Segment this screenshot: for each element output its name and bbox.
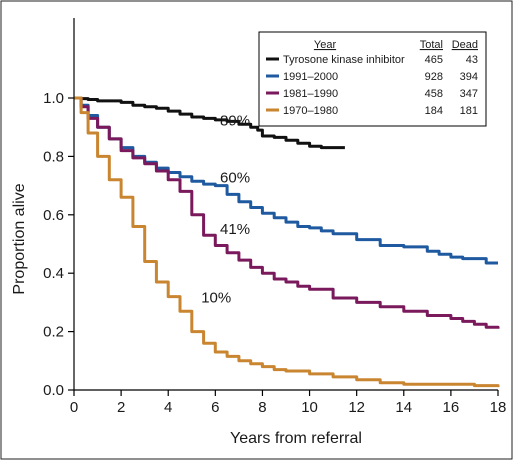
- x-tick-label: 16: [443, 399, 460, 416]
- x-tick-label: 2: [117, 399, 125, 416]
- legend-series-total: 928: [425, 71, 443, 83]
- survival-annotation-1: 60%: [220, 170, 250, 187]
- x-tick-label: 12: [348, 399, 365, 416]
- y-tick-label: 0.6: [43, 207, 64, 224]
- legend-box: [258, 31, 487, 127]
- legend-series-name: 1991–2000: [283, 71, 338, 83]
- legend-series-total: 184: [425, 105, 443, 117]
- x-tick-label: 18: [490, 399, 507, 416]
- legend-series-name: 1970–1980: [283, 105, 338, 117]
- x-tick-label: 4: [164, 399, 172, 416]
- annotation-layer: 89% 60% 41% 10%: [201, 113, 250, 307]
- legend-series-dead: 394: [460, 71, 478, 83]
- series-layer: [74, 96, 500, 388]
- y-axis-label: Proportion alive: [11, 183, 28, 294]
- series-line-2: [74, 96, 500, 329]
- legend: Year Total Dead Tyrosone kinase inhibito…: [258, 31, 487, 127]
- series-line-3: [74, 96, 500, 388]
- x-tick-label: 8: [258, 399, 266, 416]
- x-axis-label: Years from referral: [230, 430, 362, 447]
- legend-series-name: Tyrosone kinase inhibitor: [283, 54, 405, 66]
- legend-series-total: 458: [425, 88, 443, 100]
- y-tick-label: 0.4: [43, 265, 64, 282]
- series-line-1: [74, 96, 498, 265]
- legend-series-total: 465: [425, 54, 443, 66]
- x-tick-label: 0: [70, 399, 78, 416]
- legend-rows: Tyrosone kinase inhibitor 465 43 1991–2000 9…: [266, 54, 478, 117]
- legend-series-dead: 181: [460, 105, 478, 117]
- survival-annotation-0: 89%: [220, 113, 250, 130]
- x-tick-label: 14: [395, 399, 412, 416]
- survival-annotation-3: 10%: [201, 289, 231, 306]
- legend-series-name: 1981–1990: [283, 88, 338, 100]
- legend-header-total: Total: [420, 39, 443, 51]
- series-line-0: [74, 96, 345, 150]
- legend-series-dead: 43: [466, 54, 478, 66]
- x-tick-label: 10: [301, 399, 318, 416]
- survival-annotation-2: 41%: [220, 221, 250, 238]
- y-tick-label: 0.2: [43, 324, 64, 341]
- legend-header-dead: Dead: [452, 39, 478, 51]
- y-tick-label: 0.8: [43, 148, 64, 165]
- x-tick-label: 6: [211, 399, 219, 416]
- y-tick-label: 1.0: [43, 90, 64, 107]
- legend-header-year: Year: [314, 39, 337, 51]
- tick-layer: 0 2 4 6 8 10 12 14 16 18 0.0 0.2 0.4 0.6 0.8 1.0: [43, 90, 506, 416]
- legend-series-dead: 347: [460, 88, 478, 100]
- y-tick-label: 0.0: [43, 382, 64, 399]
